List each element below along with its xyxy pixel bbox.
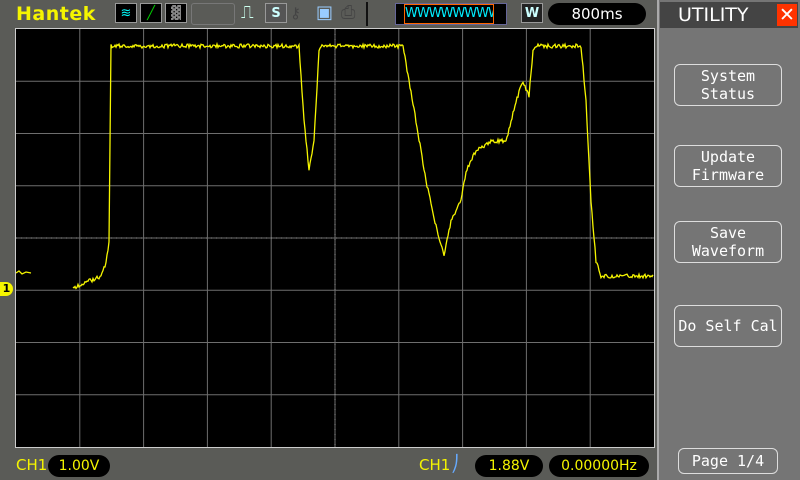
brand-logo: Hantek [16, 3, 96, 25]
key-icon: ⚷ [290, 4, 301, 22]
status-slot [191, 3, 235, 25]
timebase-readout[interactable]: 800ms [548, 3, 646, 25]
toolbar [0, 0, 655, 28]
memory-position-icon[interactable]: WWWWWWWWW [395, 3, 507, 25]
trigger-level-readout[interactable]: 1.88V [475, 455, 543, 477]
update-firmware-button[interactable]: Update Firmware [674, 145, 782, 187]
ch1-trace-segment [15, 270, 32, 275]
button-label: Save [709, 224, 747, 242]
button-label: Update [700, 148, 756, 166]
mode-badge: W [521, 3, 543, 23]
waveform-channels-icon[interactable]: ≋ [115, 3, 137, 23]
menu-title: UTILITY [678, 4, 749, 26]
waveform-display [15, 28, 655, 448]
button-label: Do Self Cal [678, 317, 778, 335]
button-label: System [700, 67, 756, 85]
close-icon[interactable]: ✕ [777, 4, 797, 26]
trigger-channel: CH1 [419, 456, 451, 474]
waveform-plot [15, 29, 654, 447]
self-cal-button[interactable]: Do Self Cal [674, 305, 782, 347]
ramp-icon[interactable]: ╱ [140, 3, 162, 23]
run-stop-icon[interactable]: S [265, 3, 287, 23]
save-waveform-button[interactable]: Save Waveform [674, 221, 782, 263]
pulse-icon: ⎍ [241, 2, 254, 23]
volts-div-readout[interactable]: 1.00V [48, 455, 110, 477]
save-disk-icon[interactable]: ▣ [316, 2, 334, 23]
system-status-button[interactable]: System Status [674, 64, 782, 106]
persistence-icon[interactable]: ▓ [165, 3, 187, 23]
rising-edge-icon: ⎠ [451, 454, 459, 473]
channel-marker[interactable]: 1 [0, 282, 13, 296]
ch1-trace [72, 41, 654, 290]
divider [366, 2, 368, 26]
frequency-readout: 0.00000Hz [549, 455, 649, 477]
printer-icon: ⎙ [341, 2, 356, 23]
button-label: Waveform [691, 242, 765, 260]
side-menu [657, 0, 800, 480]
menu-title-bar: UTILITY ✕ [660, 2, 798, 28]
button-label: Status [700, 85, 756, 103]
page-button[interactable]: Page 1/4 [678, 448, 778, 474]
channel-label: CH1 [16, 456, 48, 474]
button-label: Firmware [691, 166, 765, 184]
memory-window: WWWWWWWWW [404, 4, 494, 24]
